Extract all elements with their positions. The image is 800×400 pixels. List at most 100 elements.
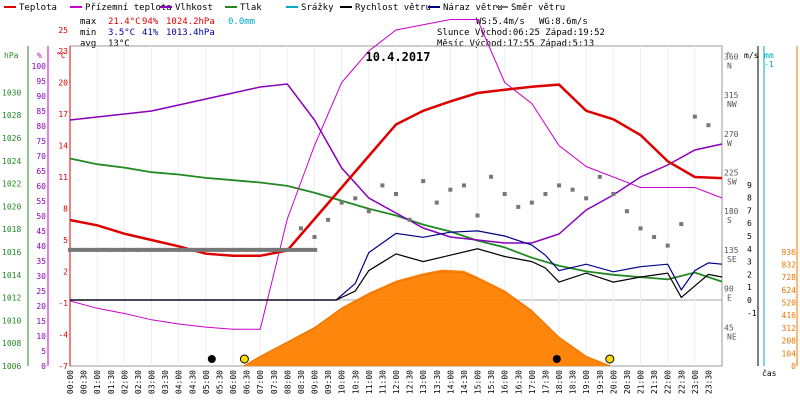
axis-deg-label: ° (726, 51, 731, 60)
moon-info: Měsíc Východ:17:55 Západ:5:13 (437, 39, 594, 49)
tick-degc: -4 (58, 331, 68, 340)
tick-time: 12:30 (406, 370, 415, 394)
moonrise-marker (552, 355, 561, 363)
tick-hpa: 1008 (2, 339, 21, 348)
tick-time: 06:00 (229, 370, 238, 394)
stat-press-max: 1024.2hPa (166, 17, 215, 27)
tick-hpa: 1014 (2, 271, 21, 280)
sun-info: Slunce Východ:06:25 Západ:19:52 (437, 28, 605, 38)
tick-time: 13:00 (419, 370, 428, 394)
legend-label-rychlost: Rychlost větru (355, 3, 431, 13)
tick-time: 17:00 (528, 370, 537, 394)
tick-degc: 8 (63, 205, 68, 214)
tick-degc: 14 (58, 142, 68, 151)
tick-time: 01:30 (107, 370, 116, 394)
tick-ms: 6 (747, 219, 752, 228)
tick-time: 14:30 (460, 370, 469, 394)
tick-pct: 35 (36, 257, 46, 266)
tick-dir: SE (727, 255, 737, 264)
wind-dir-point (407, 217, 412, 222)
tick-time: 00:00 (66, 370, 75, 394)
tick-time: 23:30 (704, 370, 713, 394)
tick-time: 16:00 (501, 370, 510, 394)
tick-pct: 55 (36, 197, 46, 206)
tick-ms: 9 (747, 181, 752, 190)
tick-degc: 5 (63, 236, 68, 245)
tick-ms: 4 (747, 245, 752, 254)
chart-title: 10.4.2017 (365, 50, 430, 64)
tick-time: 20:00 (609, 370, 618, 394)
wind-dir-point (366, 209, 371, 214)
axis-degc-label: °C (56, 51, 66, 60)
tick-time: 22:00 (664, 370, 673, 394)
wind-dir-point (516, 204, 521, 209)
plot-area (68, 19, 723, 367)
tick-pct: 80 (36, 122, 46, 131)
wind-dir-point (502, 192, 507, 196)
tick-solar: 0 (791, 362, 796, 371)
tick-pct: 10 (36, 332, 46, 341)
stats-block: max 21.4°C 94% 1024.2hPa 0.0mm min 3.5°C 41% 101… (80, 17, 605, 49)
tick-pct: 75 (36, 137, 46, 146)
tick-time: 05:30 (215, 370, 224, 394)
tick-time: 09:00 (311, 370, 320, 394)
tick-time: 01:00 (93, 370, 102, 394)
tick-solar: 416 (782, 311, 797, 320)
tick-dir: N (727, 61, 732, 70)
tick-degc: 23 (58, 47, 68, 56)
solar-area (243, 269, 611, 366)
tick-solar: 624 (782, 286, 797, 295)
wind-dir-point (679, 222, 684, 227)
tick-time: 06:30 (243, 370, 252, 394)
tick-time: 13:30 (433, 370, 442, 394)
legend-label-prizemni: Přízemní teplota (85, 3, 172, 13)
wind-dir-point (298, 226, 303, 231)
tick-time: 19:00 (582, 370, 591, 394)
tick-time: 03:30 (161, 370, 170, 394)
tick-time: 05:00 (202, 370, 211, 394)
tick-time: 21:30 (650, 370, 659, 394)
tick-pct: 5 (41, 347, 46, 356)
tick-degc: 20 (58, 79, 68, 88)
wind-dir-point (638, 226, 643, 231)
tick-ms: 8 (747, 194, 752, 203)
tick-pct: 20 (36, 302, 46, 311)
axis-time-label: čas (762, 368, 777, 378)
tick-hpa: 1028 (2, 111, 21, 120)
tick-ms: -1 (747, 309, 757, 318)
tick-time: 14:00 (446, 370, 455, 394)
tick-hpa: 1024 (2, 157, 21, 166)
series-rychlost (70, 248, 723, 301)
tick-solar: 312 (782, 324, 797, 333)
wind-dir-point (326, 217, 331, 222)
tick-time: 15:00 (474, 370, 483, 394)
series-naraz (70, 230, 723, 301)
tick-degc: -1 (58, 299, 68, 308)
axis-ms-label: m/s (744, 51, 759, 60)
wind-dir-point (461, 183, 466, 188)
solar-theoretical-line (243, 270, 611, 367)
legend: Teplota Přízemní teplota Vlhkost Tlak Srážky… (4, 3, 565, 13)
stat-label-min: min (80, 28, 96, 38)
tick-ms: 7 (747, 206, 752, 215)
tick-pct: 30 (36, 272, 46, 281)
tick-time: 22:30 (677, 370, 686, 394)
wind-dir-point (652, 235, 657, 239)
legend-label-vlhkost: Vlhkost (175, 3, 213, 13)
tick-degc: 2 (63, 268, 68, 277)
tick-deg: 270 (724, 130, 739, 139)
tick-deg: 225 (724, 169, 739, 178)
wind-dir-point (665, 243, 670, 248)
wind-dir-point (394, 192, 398, 196)
tick-solar: 832 (782, 260, 797, 269)
tick-hpa: 1020 (2, 202, 21, 211)
wind-dir-point (339, 200, 344, 205)
tick-ms: 0 (747, 296, 752, 305)
tick-deg: 45 (724, 323, 734, 332)
tick-hpa: 1016 (2, 248, 21, 257)
tick-hpa: 1012 (2, 294, 21, 303)
tick-time: 03:00 (148, 370, 157, 394)
wind-ws: WS:5.4m/s (476, 17, 525, 27)
tick-time: 23:00 (691, 370, 700, 394)
legend-label-tlak: Tlak (240, 3, 262, 13)
